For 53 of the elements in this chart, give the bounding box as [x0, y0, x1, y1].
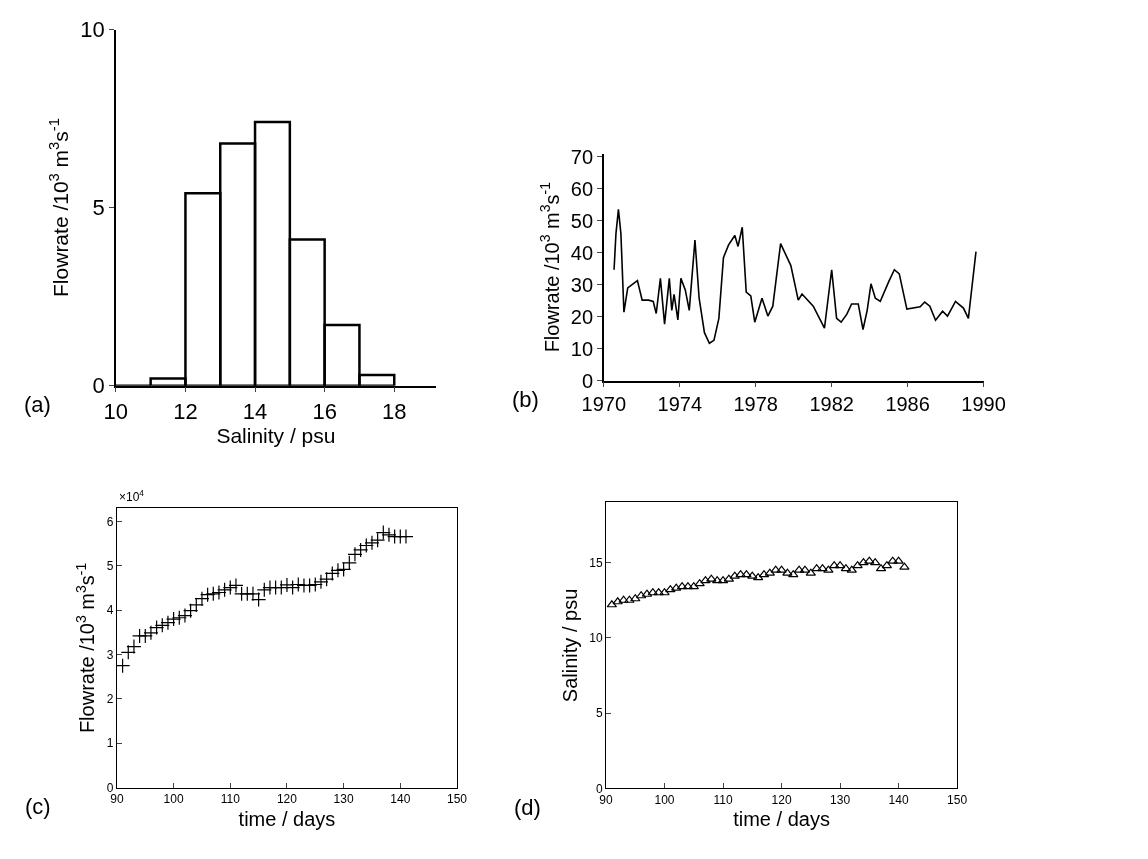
y-tick-label: 0: [106, 780, 114, 795]
x-tick-label: 120: [771, 792, 792, 807]
x-tick-label: 140: [888, 792, 909, 807]
y-tick-label: 3: [106, 647, 114, 662]
x-tick-label: 130: [830, 792, 851, 807]
y-tick-label: 0: [581, 369, 594, 392]
y-tick-label: 60: [570, 177, 594, 200]
x-axis-title: time / days: [733, 808, 830, 831]
y-tick-label: 50: [570, 209, 594, 232]
y-tick-label: 40: [570, 241, 594, 264]
x-tick-label: 18: [382, 398, 407, 424]
x-tick-label: 150: [947, 792, 968, 807]
x-tick-label: 1978: [733, 393, 778, 416]
y-tick-label: 0: [92, 373, 105, 399]
x-tick-label: 110: [220, 792, 241, 807]
y-tick-label: 10: [589, 631, 603, 646]
y-tick-label: 10: [80, 17, 105, 43]
y-tick-label: 15: [589, 555, 603, 570]
x-tick-label: 12: [173, 398, 198, 424]
y-tick-label: 30: [570, 273, 594, 296]
x-tick-label: 100: [163, 792, 184, 807]
x-tick-label: 1990: [961, 393, 1006, 416]
x-tick-label: 14: [242, 398, 268, 424]
y-tick-label: 6: [106, 514, 114, 529]
x-tick-label: 1986: [885, 393, 930, 416]
x-tick-label: 100: [654, 792, 675, 807]
y-tick-label: 4: [106, 603, 114, 618]
y-tick-label: 5: [106, 559, 114, 574]
text: (b): [512, 387, 539, 412]
x-tick-label: 150: [446, 792, 468, 807]
x-tick-label: 130: [333, 792, 354, 807]
x-tick-label: 1974: [657, 393, 703, 416]
x-tick-label: 90: [110, 792, 124, 807]
y-tick-label: 2: [106, 692, 114, 707]
y-axis-title: Salinity / psu: [558, 588, 581, 703]
x-tick-label: 110: [713, 792, 733, 807]
x-tick-label: 120: [276, 792, 298, 807]
x-tick-label: 1982: [809, 393, 854, 416]
text: ×10$^{4}$: [119, 488, 145, 505]
y-tick-label: 70: [570, 145, 594, 168]
x-axis-title: Salinity / psu: [216, 424, 336, 448]
text: (a): [24, 392, 51, 417]
x-tick-label: 140: [390, 792, 411, 807]
y-tick-label: 5: [92, 195, 105, 221]
y-tick-label: 10: [570, 337, 594, 360]
x-axis-title: time / days: [238, 807, 336, 830]
y-tick-label: 1: [106, 736, 114, 751]
text: (c): [25, 794, 51, 819]
y-tick-label: 20: [570, 305, 594, 328]
text: (d): [514, 795, 541, 820]
x-tick-label: 16: [312, 398, 337, 424]
y-tick-label: 5: [595, 706, 603, 721]
x-tick-label: 1970: [581, 393, 627, 416]
